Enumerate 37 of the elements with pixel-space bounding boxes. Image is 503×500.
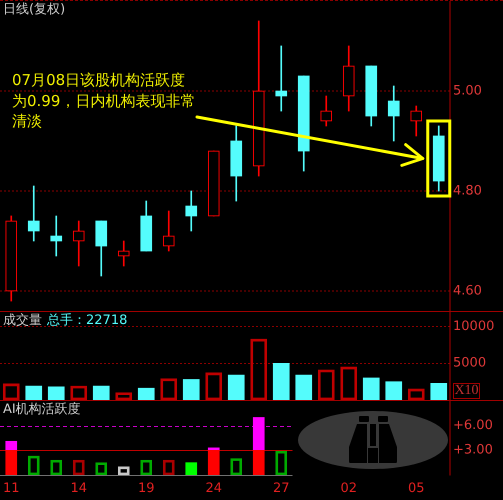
annotation: 07月08日该股机构活跃度为0.99，日内机构表现非常清淡 — [12, 70, 196, 132]
x-tick-label: 05 — [408, 481, 425, 496]
bar — [430, 383, 448, 400]
chart-title: 成交量 — [3, 313, 42, 328]
bar — [5, 450, 18, 475]
chart-title: AI机构活跃度 — [3, 402, 81, 417]
bar — [138, 388, 155, 400]
y-tick-label: 4.80 — [453, 183, 482, 198]
bar — [295, 374, 312, 400]
x-tick-label: 19 — [138, 481, 155, 496]
bar — [48, 386, 65, 400]
x-tick-label: 02 — [340, 481, 358, 496]
x-tick-label: 11 — [2, 481, 20, 496]
bar — [272, 363, 290, 400]
bar — [5, 440, 18, 451]
bar — [228, 374, 245, 400]
y-axis-title: X10 — [453, 383, 480, 399]
bar — [185, 462, 198, 475]
bar — [182, 379, 200, 400]
y-tick-label: 5.00 — [453, 83, 482, 98]
bar — [385, 381, 402, 400]
bar — [92, 386, 110, 400]
y-tick-label: 10000 — [453, 319, 494, 334]
bar — [252, 450, 265, 475]
y-tick-label: +6.00 — [453, 418, 493, 434]
y-tick-label: 4.60 — [453, 283, 482, 298]
chart-title: 日线(复权) — [3, 2, 66, 17]
y-tick-label: +3.00 — [453, 442, 493, 458]
x-tick-label: 14 — [70, 481, 88, 496]
bar — [362, 378, 380, 400]
bar — [252, 417, 265, 451]
x-tick-label: 27 — [272, 481, 290, 496]
y-tick-label: 5000 — [453, 356, 486, 371]
bar — [25, 386, 42, 400]
chart-subtitle: 总手：22718 — [47, 313, 128, 328]
x-tick-label: 24 — [205, 481, 222, 496]
bar — [208, 450, 220, 475]
